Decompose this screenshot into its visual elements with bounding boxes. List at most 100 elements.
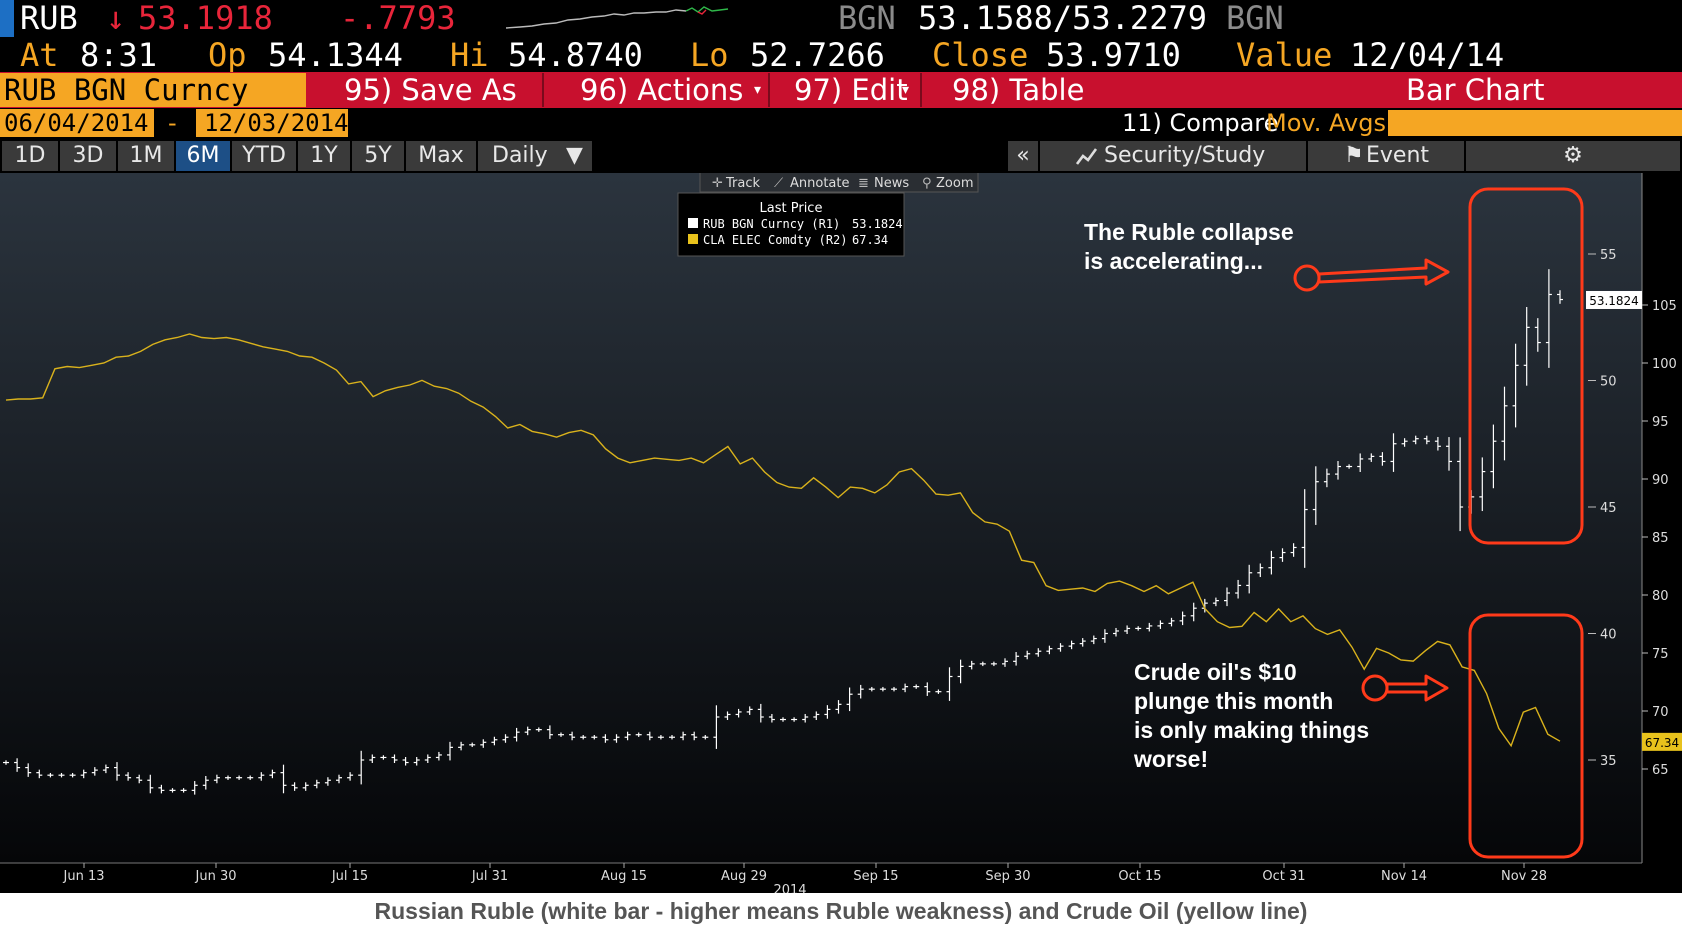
ruble-bar: [746, 706, 753, 715]
end-date-field[interactable]: 12/03/2014: [196, 109, 349, 137]
settings-button[interactable]: ⚙: [1466, 141, 1680, 171]
annotation-top: The Ruble collapse is accelerating...: [1084, 187, 1584, 545]
ruble-bar: [713, 705, 720, 749]
legend-value-oil: 67.34: [852, 233, 888, 247]
mov-avgs-button[interactable]: Mov. Avgs: [1266, 109, 1386, 137]
ruble-bar: [502, 734, 509, 743]
ruble-bar: [1368, 453, 1375, 462]
period-1d[interactable]: 1D: [2, 141, 58, 171]
ruble-bar: [802, 713, 809, 723]
bid-ask: 53.1588/53.2279: [918, 0, 1207, 37]
annotation-bottom: Crude oil's $10 plunge this month is onl…: [1133, 613, 1584, 859]
annotate-tool[interactable]: Annotate: [790, 176, 849, 191]
collapse-button[interactable]: «: [1008, 141, 1038, 171]
ruble-bar: [1379, 452, 1386, 466]
x-tick-label: Jul 15: [331, 869, 368, 884]
news-tool[interactable]: News: [874, 176, 909, 191]
period-5y[interactable]: 5Y: [352, 141, 404, 171]
save-as-label: 95) Save As: [344, 73, 517, 107]
start-date-field[interactable]: 06/04/2014: [0, 109, 154, 137]
close-value: 53.9710: [1046, 36, 1181, 74]
ruble-bar: [1512, 343, 1519, 428]
annotation-top-line-1: The Ruble collapse: [1084, 219, 1294, 245]
ruble-bar: [358, 750, 365, 785]
legend: Last Price RUB BGN Curncy (R1) 53.1824 C…: [677, 192, 905, 257]
ruble-bar: [302, 782, 309, 791]
r1-tick-label: 55: [1600, 248, 1617, 263]
period-max[interactable]: Max: [406, 141, 476, 171]
security-study-button[interactable]: Security/Study: [1040, 141, 1306, 171]
x-year-label: 2014: [773, 883, 806, 893]
ruble-bar: [868, 686, 875, 692]
arrow-icon-top: [1293, 258, 1450, 292]
period-1y[interactable]: 1Y: [298, 141, 350, 171]
ruble-bar: [702, 735, 709, 740]
compare-button[interactable]: 11) Compare: [1122, 109, 1279, 137]
ruble-bar: [724, 711, 731, 721]
frequency-dropdown[interactable]: Daily ▼: [478, 141, 592, 171]
ruble-bar: [1523, 307, 1530, 386]
zoom-tool[interactable]: Zoom: [936, 176, 973, 191]
ruble-bar: [3, 760, 9, 765]
annotate-icon: ⟋: [774, 176, 784, 191]
down-arrow-icon: ↓: [106, 0, 126, 37]
ruble-bar: [1168, 617, 1175, 627]
ruble-bar: [1013, 652, 1020, 666]
r1-tick-label: 40: [1600, 628, 1617, 643]
high-label: Hi: [450, 36, 489, 74]
x-tick-label: Aug 29: [721, 869, 767, 884]
track-tool[interactable]: Track: [725, 176, 760, 191]
ruble-bar: [225, 775, 231, 780]
security-study-label: Security/Study: [1104, 143, 1266, 168]
period-6m[interactable]: 6M: [176, 141, 230, 171]
last-ruble-marker-bg: [1586, 290, 1642, 309]
ruble-bar: [1501, 386, 1508, 461]
ruble-bar: [1545, 269, 1552, 368]
news-icon: ≣: [858, 176, 869, 191]
period-3d[interactable]: 3D: [60, 141, 116, 171]
actions-button[interactable]: 96) Actions ▾: [546, 73, 766, 107]
ruble-bar: [424, 754, 431, 764]
security-field[interactable]: RUB BGN Curncy: [0, 73, 306, 107]
ruble-bar: [1046, 645, 1053, 655]
ruble-bar: [47, 772, 54, 778]
period-1m[interactable]: 1M: [118, 141, 174, 171]
ruble-bar: [1423, 435, 1430, 445]
x-tick-label: Sep 15: [853, 869, 898, 884]
ruble-bar: [1346, 464, 1353, 469]
ruble-bar: [202, 775, 209, 790]
table-button[interactable]: 98) Table: [924, 73, 1124, 107]
ruble-bar: [447, 741, 453, 761]
ruble-bar: [1212, 597, 1219, 607]
ruble-bar: [69, 772, 76, 778]
save-as-button[interactable]: 95) Save As: [310, 73, 540, 107]
edit-button[interactable]: 97) Edit ▾: [772, 73, 918, 107]
net-change: -.7793: [340, 0, 456, 37]
close-label: Close: [932, 36, 1029, 74]
x-axis: Jun 13 Jun 30 Jul 15 Jul 31 Aug 15 Aug 29 Sep …: [0, 862, 1642, 893]
ruble-bar: [1235, 579, 1242, 599]
edit-dropdown-icon: ▾: [902, 82, 910, 98]
compare-input[interactable]: [1388, 110, 1682, 136]
ruble-bar: [1190, 602, 1197, 622]
event-button[interactable]: ⚑ Event: [1308, 141, 1464, 171]
ruble-bar: [535, 727, 542, 732]
legend-box: [677, 192, 905, 257]
toolbar-divider: [920, 73, 922, 107]
last-price: 53.1918: [138, 0, 273, 37]
period-ytd[interactable]: YTD: [232, 141, 296, 171]
ruble-bar: [180, 788, 187, 793]
r2-tick-label: 70: [1652, 705, 1669, 720]
zoom-icon: ⚲: [922, 176, 932, 191]
toolbar-divider: [768, 73, 770, 107]
x-tick-label: Jun 30: [195, 869, 237, 884]
value-date: 12/04/14: [1350, 36, 1505, 74]
r2-tick-label: 100: [1652, 357, 1677, 372]
ruble-bar: [813, 711, 820, 721]
chart-tools-bg: [699, 173, 979, 193]
r2-tick-label: 75: [1652, 647, 1669, 662]
annotation-bottom-line-2: plunge this month: [1134, 688, 1333, 714]
legend-value-ruble: 53.1824: [852, 217, 903, 231]
ruble-bar: [469, 742, 476, 748]
